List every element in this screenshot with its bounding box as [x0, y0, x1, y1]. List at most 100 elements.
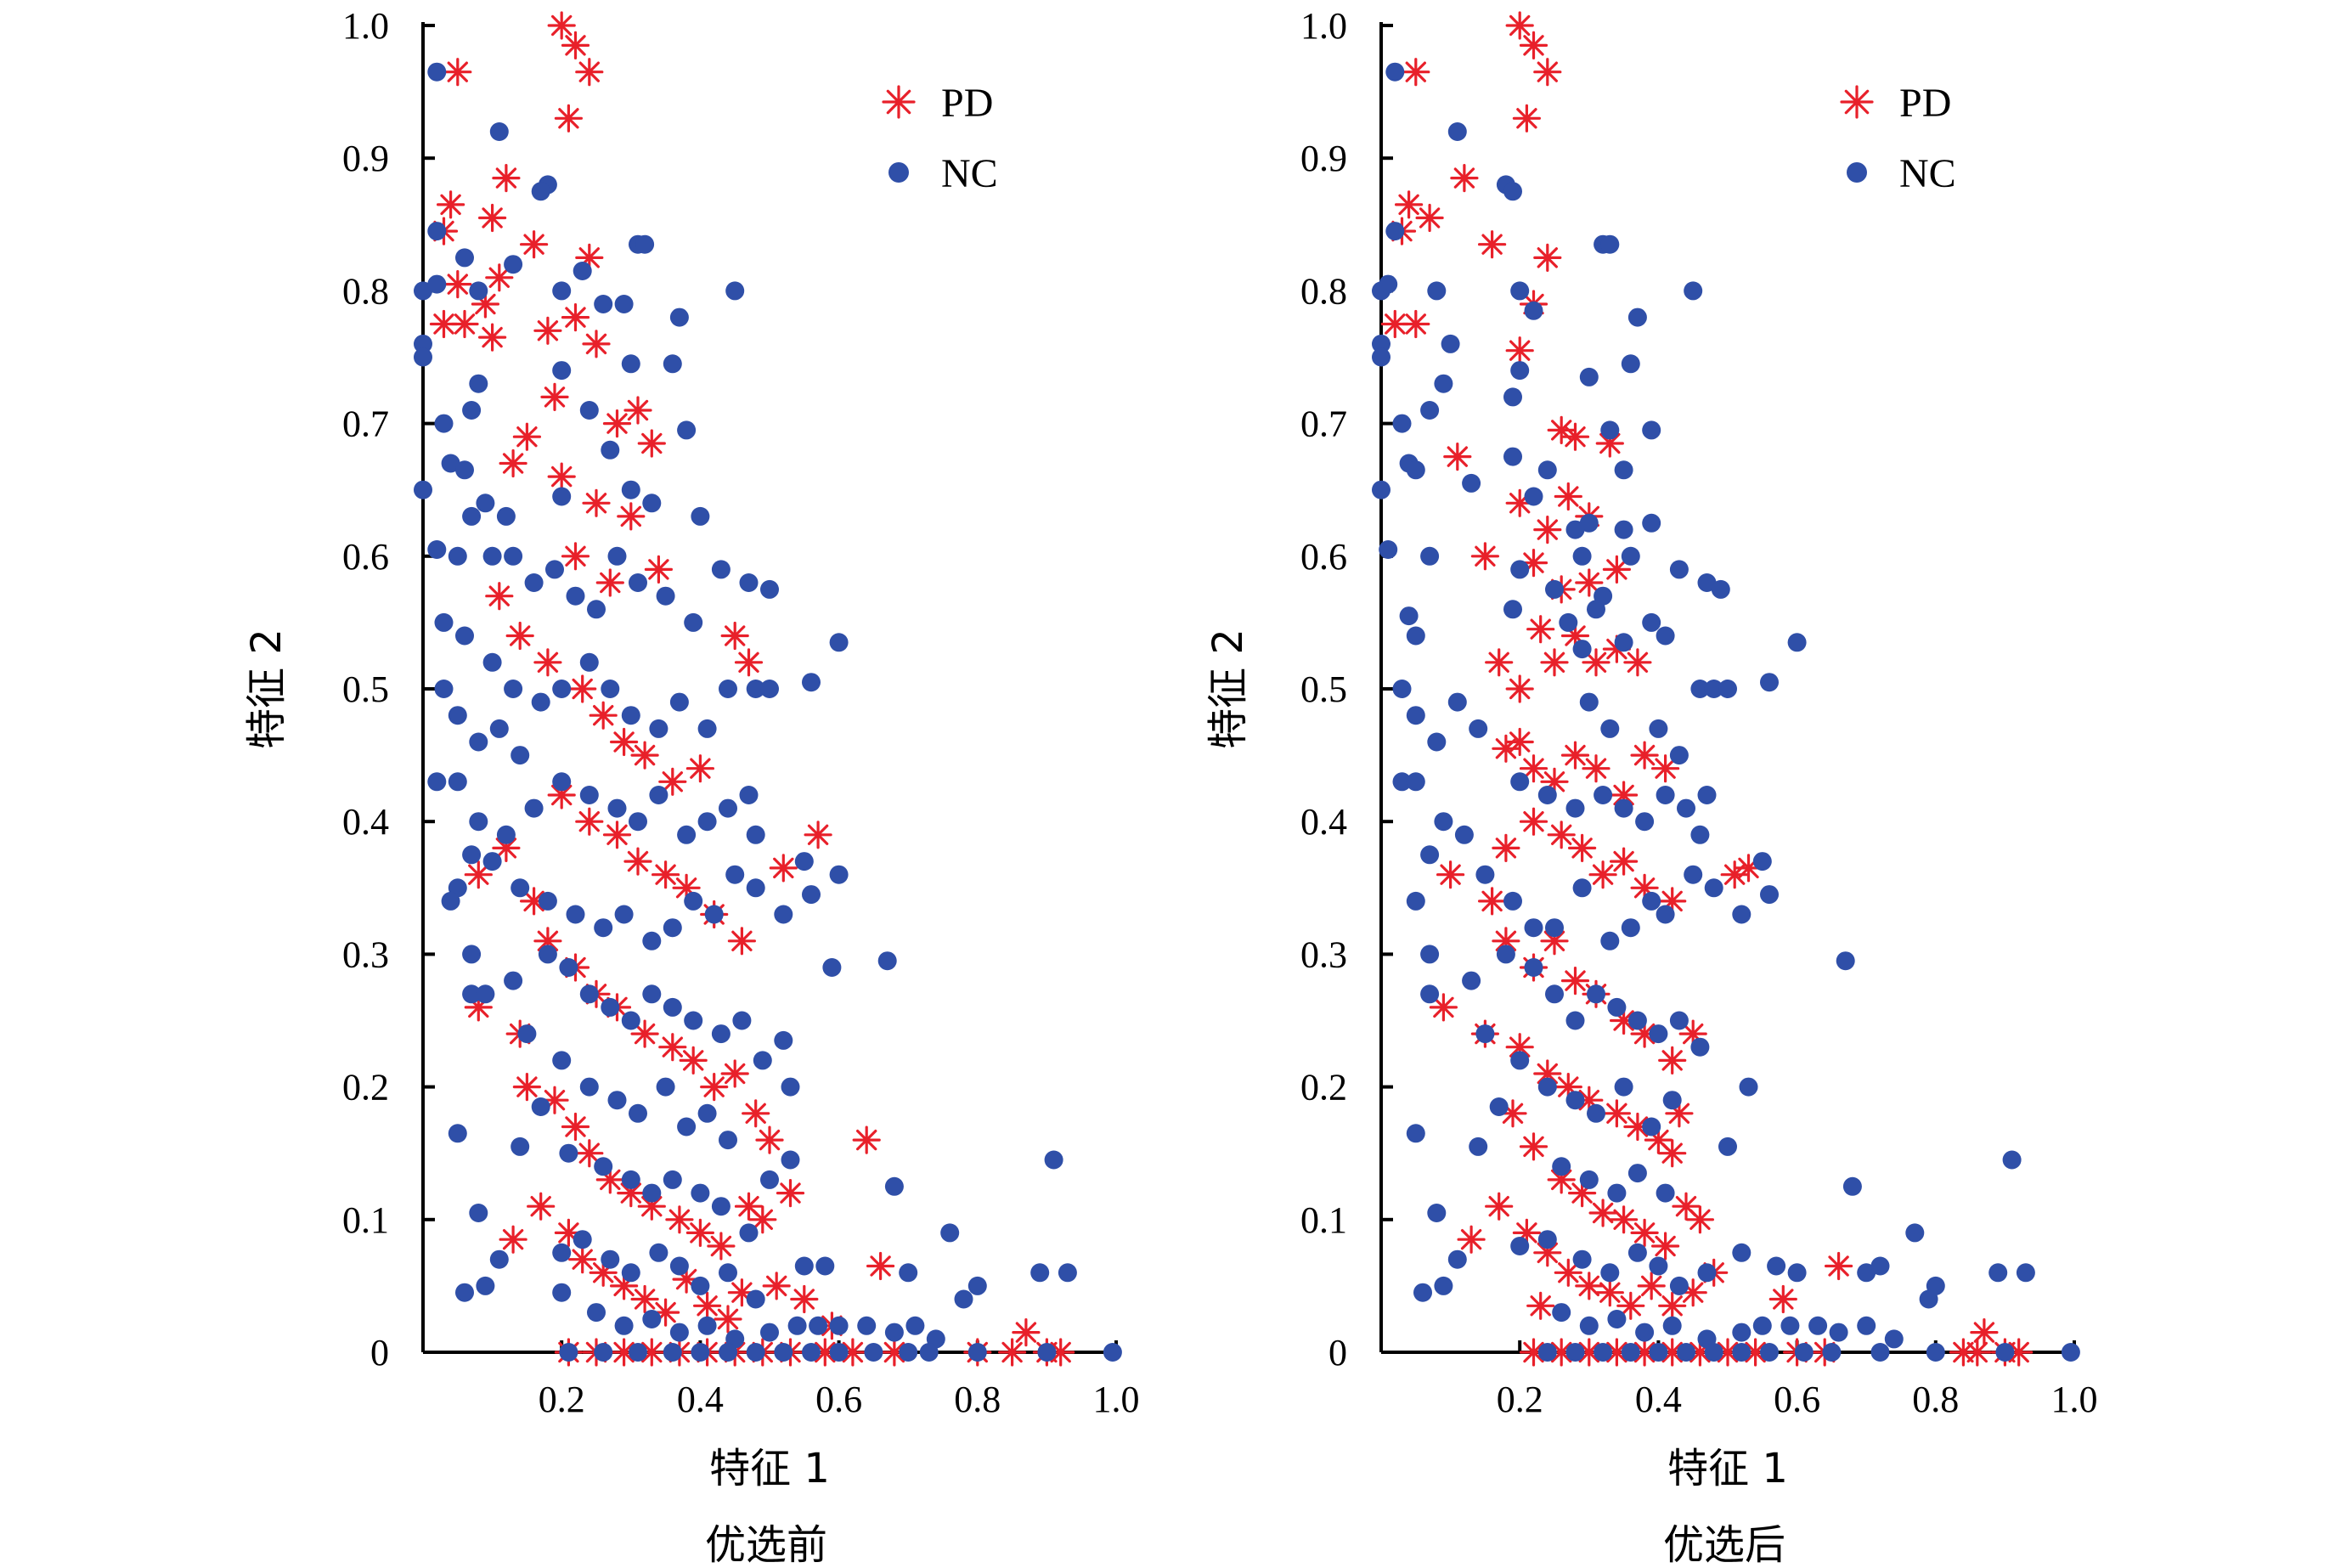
data-point-nc [1718, 680, 1737, 698]
data-point-nc [538, 891, 557, 911]
data-point-pd [1658, 1139, 1687, 1168]
data-point-nc [1545, 918, 1564, 938]
data-point-pd [547, 11, 576, 40]
data-point-nc [552, 1051, 572, 1070]
data-point-nc [594, 918, 613, 938]
data-point-nc [719, 1131, 737, 1150]
data-point-pd [492, 833, 521, 863]
data-point-nc [587, 600, 606, 619]
data-point-pd [436, 190, 465, 219]
data-point-nc [725, 865, 745, 884]
data-point-nc [1475, 865, 1495, 884]
data-point-nc [559, 958, 578, 977]
data-point-nc [691, 1343, 710, 1362]
data-point-nc [1607, 997, 1627, 1017]
data-point-nc [1690, 825, 1710, 844]
data-point-nc [1739, 1077, 1758, 1097]
x-tick-label: 0.6 [1774, 1379, 1820, 1420]
data-point-nc [566, 586, 585, 606]
data-point-nc [601, 997, 620, 1017]
data-point-nc [635, 234, 655, 254]
data-point-nc [2016, 1263, 2035, 1283]
data-point-pd [1485, 1192, 1514, 1221]
data-point-pd [1630, 741, 1659, 770]
data-point-pd [880, 1338, 909, 1367]
data-point-nc [504, 255, 523, 274]
data-point-pd [742, 1099, 770, 1128]
data-point-pd [512, 1072, 542, 1102]
data-point-nc [1926, 1343, 1945, 1362]
data-point-nc [1621, 546, 1640, 566]
data-point-nc [414, 281, 432, 301]
legend-label-pd: PD [941, 81, 993, 126]
data-point-pd [700, 1072, 729, 1102]
data-point-nc [1420, 401, 1440, 420]
data-point-nc [1780, 1316, 1800, 1335]
data-point-pd [1560, 741, 1590, 770]
data-point-nc [579, 401, 599, 420]
data-point-nc [552, 1243, 572, 1262]
data-point-nc [753, 1051, 772, 1070]
data-point-nc [1587, 1103, 1605, 1123]
data-point-pd [1394, 190, 1424, 219]
data-point-nc [469, 812, 488, 832]
scatter-panel-before: 0 0.1 0.2 0.3 0.4 0.5 0.6 0.7 0.8 0.9 1.0 0.2 0.4 0.6… [243, 5, 1140, 1568]
data-point-nc [629, 573, 647, 592]
data-point-nc [614, 905, 634, 924]
data-point-nc [642, 984, 662, 1004]
legend: PD NC [882, 81, 998, 196]
data-point-pd [1485, 648, 1514, 677]
data-point-pd [637, 1338, 666, 1367]
data-point-pd [1505, 674, 1534, 703]
data-point-pd [1658, 1291, 1687, 1320]
data-point-nc [462, 506, 482, 526]
data-point-nc [1669, 1276, 1689, 1295]
data-point-nc [579, 984, 599, 1004]
data-point-nc [607, 546, 627, 566]
data-point-nc [552, 680, 572, 698]
data-point-nc [511, 1137, 530, 1156]
data-point-nc [1524, 958, 1543, 977]
data-point-nc [774, 1030, 793, 1050]
data-point-nc [1420, 845, 1440, 865]
data-point-pd [1380, 309, 1409, 339]
data-point-pd [1540, 648, 1569, 677]
data-point-nc [1642, 891, 1661, 911]
data-point-nc [1656, 1183, 1675, 1203]
data-point-nc [531, 1097, 550, 1116]
data-point-nc [1545, 579, 1564, 599]
data-point-nc [1434, 812, 1453, 832]
data-point-nc [601, 680, 620, 698]
data-point-pd [1602, 1099, 1632, 1128]
data-point-nc [621, 1011, 640, 1030]
data-point-nc [919, 1343, 939, 1362]
data-point-nc [1447, 692, 1467, 712]
data-point-nc [448, 1124, 467, 1143]
data-point-nc [1752, 1316, 1772, 1335]
data-point-nc [441, 891, 460, 911]
data-point-pd [443, 58, 472, 87]
data-point-nc [587, 1303, 606, 1323]
data-point-nc [462, 984, 482, 1004]
data-point-pd [1526, 615, 1555, 644]
y-tick-label: 0.8 [342, 270, 389, 312]
data-point-nc [794, 852, 814, 871]
data-point-nc [1524, 918, 1543, 938]
y-tick-label: 0.5 [342, 668, 389, 710]
data-point-pd [1560, 422, 1590, 451]
data-point-nc [719, 680, 737, 698]
data-point-pd [492, 164, 521, 193]
y-tick-label: 0.7 [1300, 403, 1347, 445]
data-point-nc [1621, 354, 1640, 374]
data-point-nc [1587, 600, 1605, 619]
data-point-nc [815, 1256, 835, 1276]
data-point-nc [1392, 414, 1412, 433]
data-point-nc [504, 971, 523, 990]
data-point-pd [1970, 1317, 1999, 1347]
data-point-nc [954, 1289, 973, 1309]
data-point-nc [496, 506, 516, 526]
data-point-nc [2002, 1150, 2022, 1170]
data-point-pd [685, 1218, 715, 1248]
data-point-pd [519, 887, 549, 916]
